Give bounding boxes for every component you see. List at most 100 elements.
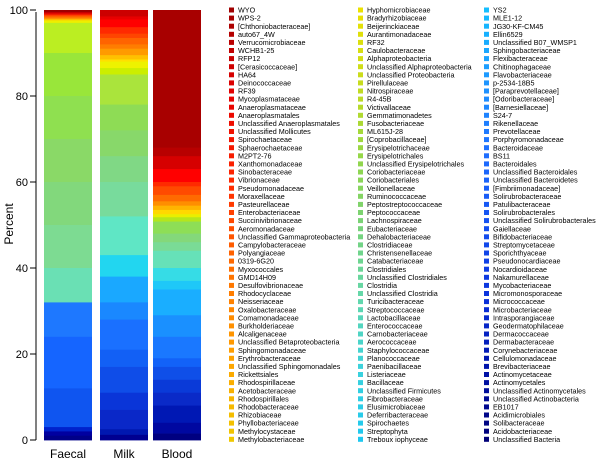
bar-segment [153, 205, 201, 211]
legend-label: HA64 [238, 70, 256, 79]
legend-swatch [229, 363, 234, 369]
legend-label: Flexibacteraceae [493, 54, 548, 63]
legend-swatch [484, 96, 489, 102]
legend-swatch [484, 436, 489, 442]
bar-segment [153, 201, 201, 207]
bar-segment [153, 315, 201, 338]
legend-label: Brevibacteriaceae [493, 362, 551, 371]
legend-swatch [229, 258, 234, 264]
bar-segment [100, 255, 148, 277]
legend-label: Solirubrobacterales [493, 208, 555, 217]
legend-swatch [358, 193, 363, 199]
legend-label: Turicibacteraceae [367, 297, 424, 306]
legend-label: Eubacteriaceae [367, 224, 417, 233]
legend-label: Succinivibrionaceae [238, 216, 302, 225]
legend-swatch [358, 88, 363, 94]
bar-segment [44, 388, 92, 428]
legend-swatch [484, 23, 489, 29]
legend-label: Catabacteriaceae [367, 257, 423, 266]
legend-swatch [484, 7, 489, 13]
bar-segment [153, 289, 201, 316]
bar-segment [153, 194, 201, 202]
legend-swatch [229, 250, 234, 256]
legend-label: Sporichthyaceae [493, 249, 547, 258]
legend-label: Sphingobacteriaceae [493, 46, 561, 55]
legend-label: Listeriaceae [367, 370, 406, 379]
legend-label: Sinobacteraceae [238, 168, 292, 177]
legend-swatch [358, 64, 363, 70]
legend-label: Sphaerochaetaceae [238, 143, 302, 152]
legend-swatch [229, 112, 234, 118]
legend-swatch [484, 120, 489, 126]
y-tick-label: 100 [10, 5, 28, 17]
legend-swatch [484, 315, 489, 321]
legend-swatch [358, 291, 363, 296]
legend-label: Pasteurellaceae [238, 200, 290, 209]
legend-label: Myxococcales [238, 265, 284, 274]
legend-label: Unclassified Actinomycetales [493, 386, 586, 395]
bar-segment [44, 268, 92, 303]
legend-swatch [358, 436, 363, 442]
bar-segment [100, 156, 148, 183]
bar-segment [153, 336, 201, 359]
legend-label: Rhodocyclaceae [238, 289, 291, 298]
legend-label: Actinomycetales [493, 378, 546, 387]
legend-swatch [229, 291, 234, 296]
legend-label: Rickettsiales [238, 370, 279, 379]
bar-segment [44, 139, 92, 183]
legend-label: [Barnesiellaceae] [493, 103, 548, 112]
legend-swatch [484, 428, 489, 434]
bar-segment [100, 10, 148, 17]
legend-swatch [484, 177, 489, 183]
legend-label: Aurantimonadaceae [367, 30, 431, 39]
legend-label: GMD14H09 [238, 273, 276, 282]
legend-swatch [484, 331, 489, 337]
legend-swatch [229, 388, 234, 394]
legend-label: Enterobacteriaceae [238, 208, 300, 217]
legend-label: Unclassified Anaeroplasmatales [238, 119, 340, 128]
legend-label: Micromonosporaceae [493, 289, 562, 298]
legend-label: WCHB1-25 [238, 46, 274, 55]
legend-swatch [358, 274, 363, 280]
legend-label: [Cerasicoccaceae] [238, 62, 297, 71]
legend-swatch [229, 331, 234, 337]
legend-label: Microbacteriaceae [493, 305, 552, 314]
bar-segment [100, 44, 148, 50]
bar-segment [44, 12, 92, 14]
legend-label: Staphylococcaceae [367, 346, 429, 355]
legend-label: Christensenellaceae [367, 249, 432, 258]
legend-label: Carnobacteriaceae [367, 330, 428, 339]
legend-label: Unclassified Alphaproteobacteria [367, 62, 472, 71]
legend-swatch [484, 112, 489, 118]
bar-segment [100, 409, 148, 430]
legend-swatch [229, 323, 234, 329]
legend-swatch [229, 339, 234, 345]
legend-label: Lachnospiraceae [367, 216, 422, 225]
legend-swatch [358, 137, 363, 143]
legend-swatch [484, 218, 489, 224]
legend-label: Rhodobacteraceae [238, 403, 299, 412]
legend-label: Oxalobacteraceae [238, 305, 296, 314]
bar-segment [100, 16, 148, 20]
legend-label: Caulobacteraceae [367, 46, 425, 55]
legend-label: WPS-2 [238, 14, 261, 23]
legend-label: Nakamurellaceae [493, 273, 549, 282]
bar-segment [153, 268, 201, 282]
legend-label: Fusobacteriaceae [367, 119, 424, 128]
legend-label: [Fimbriimonadaceae] [493, 184, 560, 193]
legend-label: Burkholderiaceae [238, 322, 294, 331]
legend-swatch [358, 388, 363, 394]
legend-swatch [358, 226, 363, 232]
legend-label: Xanthomonadaceae [238, 160, 302, 169]
legend-swatch [229, 380, 234, 386]
legend-label: Clostridia [367, 281, 397, 290]
legend-swatch [484, 274, 489, 280]
legend-label: Unclassified Bacteroidales [493, 168, 578, 177]
legend-swatch [484, 153, 489, 159]
legend-label: Erythrobacteraceae [238, 354, 301, 363]
bar-segment [153, 280, 201, 290]
bar-segment [100, 68, 148, 75]
legend-swatch [358, 56, 363, 62]
legend-swatch [229, 210, 234, 215]
legend-label: Elusimicrobiaceae [367, 403, 425, 412]
